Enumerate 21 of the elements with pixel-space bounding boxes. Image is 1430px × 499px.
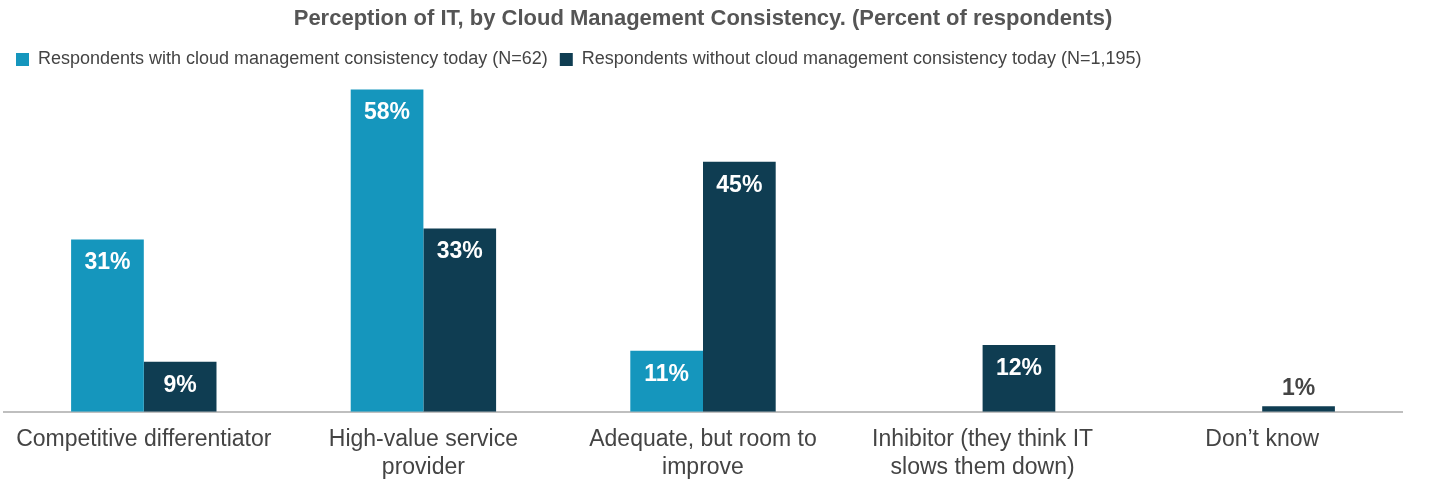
data-label: 11%: [644, 359, 690, 386]
x-tick-label: Adequate, but room to improve: [589, 424, 817, 479]
bar: [423, 228, 497, 412]
data-label: 1%: [1281, 374, 1316, 401]
data-label: 45%: [716, 170, 763, 197]
legend-label: Respondents without cloud management consistency today (N=1,195): [581, 48, 1142, 69]
data-label: 9%: [163, 370, 197, 397]
bar: [1262, 406, 1335, 412]
bar: [703, 161, 776, 412]
x-tick-label: Competitive differentiator: [16, 424, 272, 451]
x-tick-label: Inhibitor (they think IT slows them down): [872, 424, 1094, 479]
legend-label: Respondents with cloud management consistency today (N=62): [38, 48, 548, 69]
bar: [350, 89, 424, 412]
data-label: 31%: [84, 248, 131, 275]
x-tick-label: Don’t know: [1205, 424, 1320, 451]
x-tick-label: High-value service provider: [328, 424, 518, 479]
data-label: 58%: [364, 98, 411, 125]
bar: [71, 239, 144, 412]
chart-title: Perception of IT, by Cloud Management Consistency. (Percent of respondents): [293, 5, 1113, 31]
data-label: 12%: [995, 353, 1042, 380]
data-label: 33%: [436, 237, 483, 264]
